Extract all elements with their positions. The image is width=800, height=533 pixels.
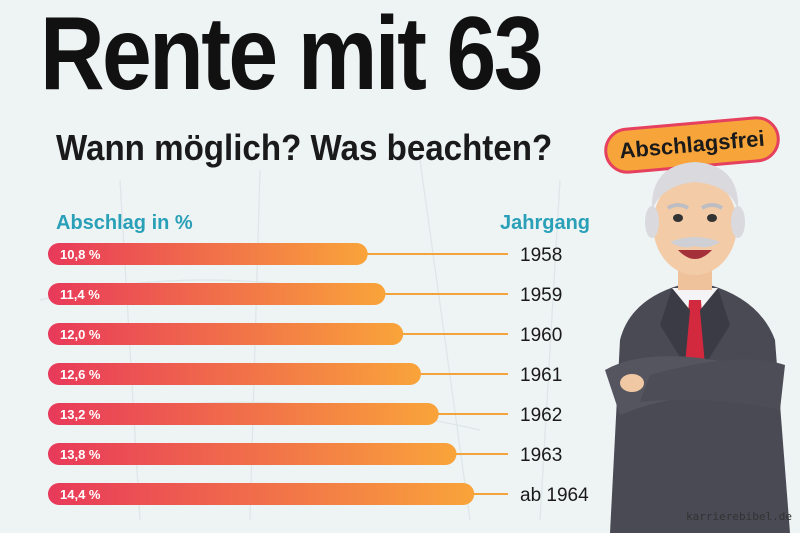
category-label: 1963: [520, 445, 562, 466]
bar-value-label: 13,8 %: [60, 447, 101, 462]
category-label: 1959: [520, 285, 562, 306]
bar-1960: [48, 323, 404, 345]
bar-value-label: 11,4 %: [60, 287, 100, 302]
bar-value-label: 12,6 %: [60, 367, 101, 382]
y-axis-label: Jahrgang: [500, 212, 591, 234]
category-label: 1962: [520, 405, 562, 426]
bar-1962: [48, 403, 439, 425]
source-credit: karrierebibel.de: [686, 510, 792, 523]
category-label: ab 1964: [520, 485, 589, 506]
businessman-icon: [605, 162, 790, 533]
bar-value-label: 13,2 %: [60, 407, 101, 422]
x-axis-label: Abschlag in %: [56, 212, 193, 234]
page-subtitle: Wann möglich? Was beachten?: [56, 127, 553, 168]
bar-value-label: 12,0 %: [60, 327, 101, 342]
bar-value-label: 10,8 %: [60, 247, 101, 262]
page-title: Rente mit 63: [40, 0, 543, 112]
bar-1961: [48, 363, 421, 385]
bar-ab-1964: [48, 483, 475, 505]
bar-1963: [48, 443, 457, 465]
category-label: 1958: [520, 245, 562, 266]
category-label: 1960: [520, 325, 562, 346]
category-label: 1961: [520, 365, 562, 386]
bar-1958: [48, 243, 368, 265]
bar-value-label: 14,4 %: [60, 487, 101, 502]
bar-1959: [48, 283, 386, 305]
